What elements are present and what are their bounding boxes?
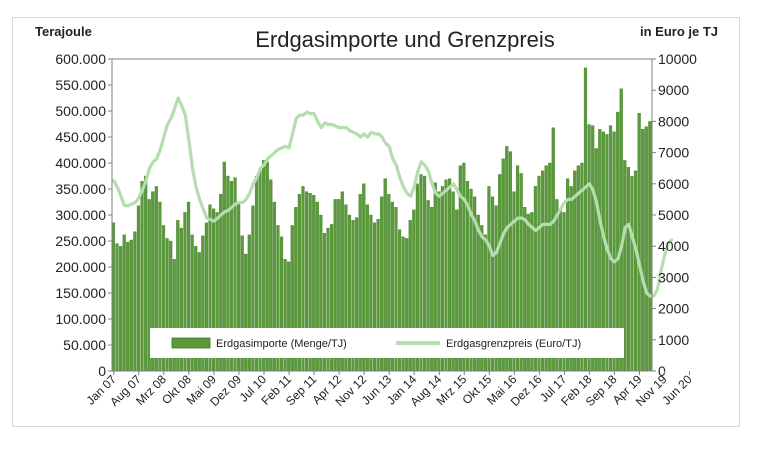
bar <box>144 175 148 372</box>
legend-label-price: Erdgasgrenzpreis (Euro/TJ) <box>446 338 581 350</box>
chart-title: Erdgasimporte und Grenzpreis <box>255 27 555 52</box>
chart-frame <box>12 17 740 427</box>
y-right-tick-label: 5000 <box>658 207 689 223</box>
legend-label-imports: Erdgasimporte (Menge/TJ) <box>216 338 347 350</box>
y-right-tick-label: 3000 <box>658 269 689 285</box>
bar <box>133 231 137 372</box>
y-right-tick-label: 9000 <box>658 82 689 98</box>
bar <box>122 234 126 372</box>
legend-box <box>150 328 624 358</box>
y-right-tick-label: 2000 <box>658 301 689 317</box>
bar <box>648 121 652 372</box>
y-left-tick-label: 450.000 <box>55 129 106 145</box>
bar <box>115 243 119 372</box>
y-left-tick-label: 550.000 <box>55 77 106 93</box>
y-left-tick-label: 350.000 <box>55 181 106 197</box>
y-right-tick-label: 8000 <box>658 113 689 129</box>
y-left-tick-label: 250.000 <box>55 233 106 249</box>
bar <box>641 129 645 372</box>
price-line <box>112 96 674 298</box>
bar <box>637 112 641 372</box>
legend-bar-swatch <box>171 337 211 349</box>
y-left-tick-label: 0 <box>98 363 106 379</box>
y-left-tick-label: 200.000 <box>55 259 106 275</box>
y-right-tick-label: 1000 <box>658 332 689 348</box>
y-left-tick-label: 400.000 <box>55 155 106 171</box>
y-right-tick-label: 4000 <box>658 238 689 254</box>
bar <box>140 181 144 372</box>
bar <box>644 126 648 372</box>
y-right-tick-label: 0 <box>658 363 666 379</box>
y-left-tick-label: 500.000 <box>55 103 106 119</box>
legend: Erdgasimporte (Menge/TJ) Erdgasgrenzprei… <box>150 328 624 358</box>
bar <box>583 67 588 372</box>
bar <box>633 170 638 372</box>
bar <box>630 175 634 372</box>
bar <box>126 241 130 372</box>
y-right-axis-title: in Euro je TJ <box>640 24 718 39</box>
bar <box>626 167 630 372</box>
y-left-tick-label: 300.000 <box>55 207 106 223</box>
y-right-tick-label: 10000 <box>658 51 697 67</box>
y-left-tick-label: 600.000 <box>55 51 106 67</box>
y-right-tick-label: 7000 <box>658 145 689 161</box>
bar <box>129 239 133 372</box>
line-series <box>112 96 674 298</box>
bar-series <box>111 67 652 372</box>
y-left-tick-label: 50.000 <box>63 337 106 353</box>
y-right-tick-label: 6000 <box>658 176 689 192</box>
y-left-tick-label: 150.000 <box>55 285 106 301</box>
bar <box>136 205 141 372</box>
y-left-tick-label: 100.000 <box>55 311 106 327</box>
bar <box>119 246 123 372</box>
y-left-axis-title: Terajoule <box>35 24 92 39</box>
